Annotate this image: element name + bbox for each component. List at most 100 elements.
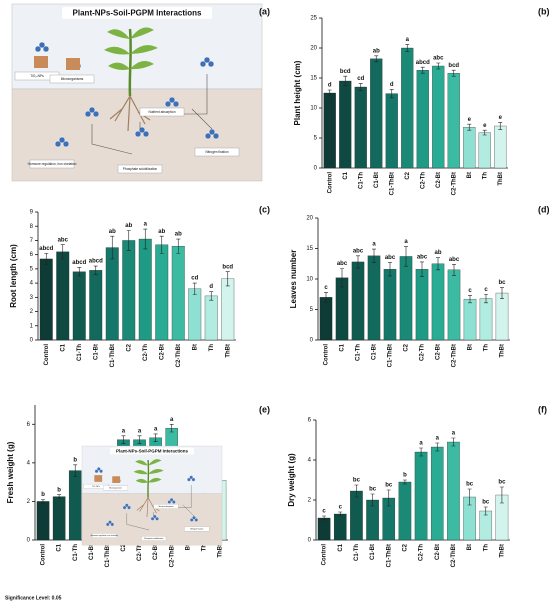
microbe [169, 497, 174, 502]
x-tick-label: C1 [57, 543, 63, 551]
significance-letter: a [154, 427, 158, 433]
y-tick-label: 5 [30, 266, 34, 272]
microbe [208, 128, 216, 136]
x-tick-label: C2 [404, 343, 410, 351]
microbe [38, 41, 46, 49]
bar [431, 263, 445, 341]
x-tick-label: C2 [121, 543, 127, 551]
panel-label: (b) [538, 6, 550, 16]
bar [39, 258, 53, 341]
significance-letter: a [404, 239, 408, 245]
error-bar [483, 506, 488, 516]
plant-leaf [148, 477, 162, 483]
error-bar [338, 511, 343, 517]
panel-label: (e) [259, 404, 270, 414]
microbe [199, 60, 207, 68]
x-tick-label: ThBt [500, 344, 506, 358]
y-axis-title: Root length (cm) [9, 244, 18, 308]
significance-letter: b [73, 457, 77, 463]
microbe [110, 522, 115, 527]
microbe [192, 515, 196, 520]
arrows [91, 74, 213, 155]
significance-letter: abc [58, 237, 69, 243]
error-bar [498, 122, 503, 130]
microbe [204, 132, 212, 140]
bar [351, 261, 365, 341]
microbe [191, 477, 196, 482]
microbe [155, 516, 159, 521]
y-tick-label: 1 [30, 323, 34, 329]
x-tick-label: Control [322, 544, 328, 566]
significance-letter: bc [498, 480, 506, 486]
significance-letter: a [419, 441, 423, 447]
y-tick-label: 0 [308, 538, 312, 544]
diagram-title: Plant-NPs-Soil-PGPM Interactions [73, 9, 202, 18]
y-tick-label: 2 [30, 309, 34, 315]
diagram-title-bg [110, 447, 194, 455]
y-axis-title: Leaves number [289, 250, 298, 309]
significance-letter: d [209, 284, 213, 290]
error-bar [176, 238, 181, 254]
error-bar [499, 486, 504, 504]
bar [188, 288, 202, 341]
error-bar [143, 228, 148, 250]
pot [66, 58, 80, 70]
diagram-label: Hormone regulation, iron chelation [91, 534, 118, 537]
error-bar [467, 123, 472, 131]
microbe [108, 520, 112, 524]
y-tick-label: 2 [308, 498, 312, 504]
microbe [127, 505, 131, 510]
error-bar [169, 423, 174, 433]
y-tick-label: 7 [30, 238, 34, 244]
significance-letter: a [406, 37, 410, 43]
bar [319, 297, 333, 341]
diagram-label: TiO₂-NPs [30, 74, 44, 78]
bar [383, 269, 397, 341]
x-tick-label: ThBt [498, 172, 504, 186]
plant-leaf [130, 27, 154, 39]
significance-letter: bc [498, 280, 506, 286]
bar [447, 441, 460, 541]
significance-letter: a [436, 436, 440, 442]
y-tick-label: 4 [30, 281, 34, 287]
diagram-label: Microorganisms [61, 77, 84, 81]
significance-letter: e [483, 123, 487, 129]
bar [56, 251, 70, 341]
x-tick-label: C1-Th [77, 344, 83, 361]
diagram-label: Nutrient absorption [158, 505, 173, 508]
microbe [138, 126, 146, 134]
microbe [124, 503, 129, 508]
error-bar [420, 261, 424, 277]
y-tick-label: 6 [30, 252, 34, 258]
microbe [99, 469, 103, 474]
significance-letter: bc [482, 500, 490, 506]
microbe [189, 518, 194, 522]
y-tick-label: 10 [310, 106, 317, 112]
x-tick-label: C1-Bt [372, 344, 378, 360]
diagram-title: Plant-NPs-Soil-PGPM Interactions [116, 449, 189, 454]
bar [399, 256, 413, 341]
x-tick-label: ThBt [218, 544, 224, 558]
bar [52, 496, 66, 541]
diagram-label: Nitrogen fixation [205, 150, 228, 154]
bar [398, 481, 412, 541]
x-tick-label: Th [201, 544, 207, 552]
x-tick-label: C1-Th [73, 544, 79, 561]
plant-leaf [107, 29, 130, 39]
diagram-label-box [153, 504, 179, 509]
x-tick-label: C2-Th [420, 172, 426, 189]
microbe [84, 110, 92, 118]
microbe [168, 96, 176, 104]
x-tick-label: C2-Th [143, 344, 149, 361]
error-bar [419, 447, 424, 457]
x-tick-label: Th [484, 344, 490, 352]
bar [36, 501, 50, 541]
microbe [172, 100, 180, 108]
x-tick-label: C2-Th [137, 544, 143, 561]
significance-letter: a [170, 417, 174, 423]
y-tick-label: 4 [308, 458, 312, 464]
diagram-label: Phosphate solubilization [123, 167, 158, 171]
bar [105, 247, 119, 341]
error-bar [354, 484, 359, 498]
microbe [203, 56, 211, 64]
